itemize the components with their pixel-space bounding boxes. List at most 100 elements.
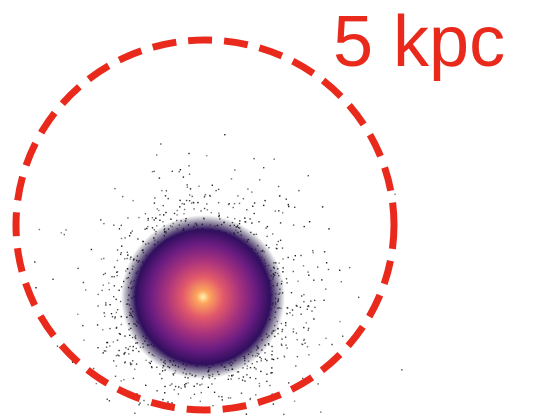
particle xyxy=(293,259,294,260)
particle xyxy=(192,196,193,197)
particle xyxy=(288,382,289,383)
particle xyxy=(312,250,313,251)
particle xyxy=(174,389,175,390)
particle xyxy=(154,229,155,230)
particle xyxy=(288,204,289,205)
particle xyxy=(127,252,128,253)
particle xyxy=(148,218,149,219)
particle xyxy=(117,275,118,276)
particle xyxy=(287,307,288,308)
particle xyxy=(188,382,189,383)
particle xyxy=(128,353,129,354)
particle xyxy=(122,196,123,197)
particle xyxy=(209,195,210,196)
particle xyxy=(252,363,253,364)
particle xyxy=(139,402,140,403)
particle xyxy=(279,195,280,196)
particle xyxy=(197,202,198,203)
particle xyxy=(234,218,235,219)
particle xyxy=(117,340,118,341)
particle xyxy=(171,402,172,403)
particle xyxy=(156,390,157,391)
particle xyxy=(279,262,280,263)
particle xyxy=(243,376,244,377)
particle xyxy=(303,327,304,328)
particle xyxy=(242,380,243,381)
particle xyxy=(255,394,256,395)
particle xyxy=(193,208,194,209)
particle xyxy=(196,383,197,384)
particle xyxy=(228,375,229,376)
particle xyxy=(261,360,262,361)
particle xyxy=(280,222,281,223)
particle xyxy=(261,358,262,359)
particle xyxy=(178,393,179,394)
particle xyxy=(282,258,283,259)
particle xyxy=(167,401,168,402)
particle xyxy=(342,336,343,337)
particle xyxy=(218,396,219,397)
particle xyxy=(250,367,251,368)
particle xyxy=(82,325,83,326)
particle xyxy=(322,206,323,207)
particle xyxy=(263,205,264,206)
particle xyxy=(164,392,165,393)
particle xyxy=(230,378,231,379)
particle xyxy=(246,414,247,415)
particle xyxy=(281,331,282,332)
particle xyxy=(282,247,283,248)
particle xyxy=(114,318,115,319)
particle xyxy=(190,188,191,189)
particle xyxy=(253,158,254,159)
particle xyxy=(159,214,160,215)
particle xyxy=(83,282,84,283)
particle xyxy=(214,392,215,393)
particle xyxy=(85,289,86,290)
particle xyxy=(138,351,139,352)
particle xyxy=(296,306,297,307)
particle xyxy=(152,171,153,172)
particle xyxy=(238,378,239,379)
particle xyxy=(34,261,35,262)
particle xyxy=(170,219,171,220)
figure: 5 kpc xyxy=(0,0,537,420)
particle xyxy=(277,358,278,359)
particle xyxy=(103,274,104,275)
particle xyxy=(286,347,287,348)
particle xyxy=(211,383,212,384)
particle xyxy=(127,254,128,255)
particle xyxy=(283,414,284,415)
particle xyxy=(129,235,130,236)
particle xyxy=(39,229,40,230)
particle xyxy=(401,369,402,370)
particle xyxy=(239,220,240,221)
particle xyxy=(218,213,219,214)
particle xyxy=(328,269,329,270)
particle xyxy=(97,324,98,325)
particle xyxy=(201,392,202,393)
particle xyxy=(321,279,322,280)
particle xyxy=(138,217,139,218)
particle xyxy=(114,285,115,286)
particle xyxy=(105,273,106,274)
particle xyxy=(123,379,124,380)
particle xyxy=(219,215,220,216)
particle xyxy=(229,203,230,204)
particle xyxy=(284,356,285,357)
particle xyxy=(189,174,190,175)
particle xyxy=(121,252,122,253)
particle xyxy=(184,203,185,204)
particle xyxy=(134,413,135,414)
particle xyxy=(221,396,222,397)
particle xyxy=(237,195,238,196)
particle xyxy=(297,281,298,282)
particle xyxy=(159,177,160,178)
particle xyxy=(156,225,157,226)
particle xyxy=(115,316,116,317)
particle xyxy=(107,399,108,400)
particle xyxy=(302,378,303,379)
particle xyxy=(259,383,260,384)
particle xyxy=(161,378,162,379)
particle xyxy=(207,209,208,210)
particle xyxy=(308,275,309,276)
